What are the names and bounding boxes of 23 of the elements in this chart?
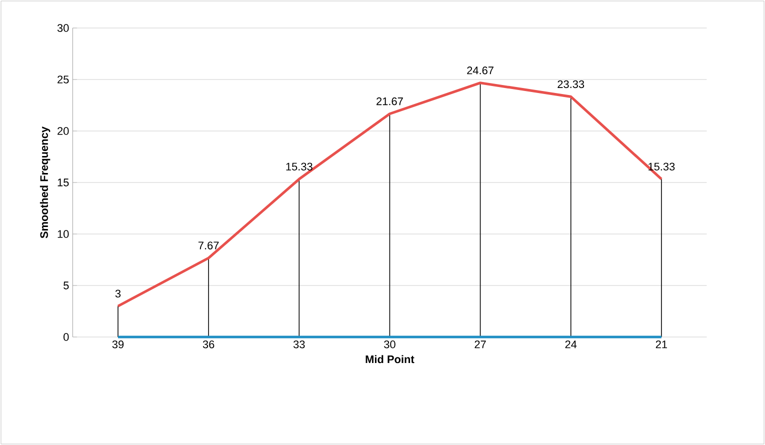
data-label: 24.67 [467,66,494,74]
x-tick-label: 39 [112,340,124,348]
x-tick-label: 30 [384,340,396,348]
data-label: 3 [115,290,121,298]
y-tick-label: 5 [64,282,69,290]
x-tick-label: 36 [202,340,214,348]
x-tick-label: 21 [656,340,667,348]
y-tick-label: 20 [58,127,69,135]
x-tick-label: 27 [474,340,486,348]
data-label: 15.33 [648,162,675,170]
y-tick-label: 0 [64,333,69,341]
data-label: 23.33 [558,80,584,88]
y-axis-title: Smoothed Frequency [40,126,50,238]
data-label: 21.67 [376,97,403,106]
y-tick-label: 25 [58,76,69,84]
data-label: 15.33 [286,162,312,170]
x-tick-label: 24 [565,340,577,348]
y-tick-label: 30 [57,24,69,32]
x-tick-label: 33 [293,340,305,348]
x-axis-title: Mid Point [366,355,414,364]
y-tick-label: 15 [58,178,69,186]
data-label: 7.67 [198,242,219,250]
y-tick-label: 10 [58,230,69,238]
